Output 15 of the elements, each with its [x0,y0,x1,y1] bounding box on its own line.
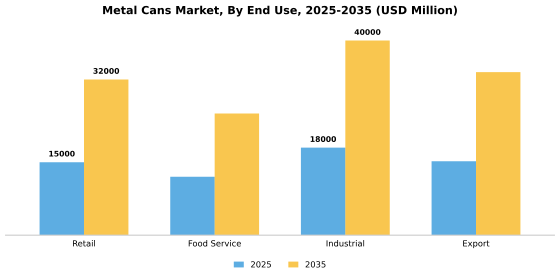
bar [214,114,260,236]
bar [170,176,215,236]
x-tick-label: Export [463,240,490,248]
chart-title: Metal Cans Market, By End Use, 2025-2035 (USD Million) [103,6,457,17]
bar [345,40,390,236]
legend-label: 2025 [251,261,271,268]
bar [476,72,520,236]
x-tick-label: Industrial [326,240,364,247]
bar [300,148,346,236]
bar [84,79,128,236]
bar [432,161,476,236]
legend-label: 2035 [306,261,326,268]
bar [40,162,84,236]
x-tick-label: Food Service [188,240,241,247]
x-tick-label: Retail [73,240,95,247]
